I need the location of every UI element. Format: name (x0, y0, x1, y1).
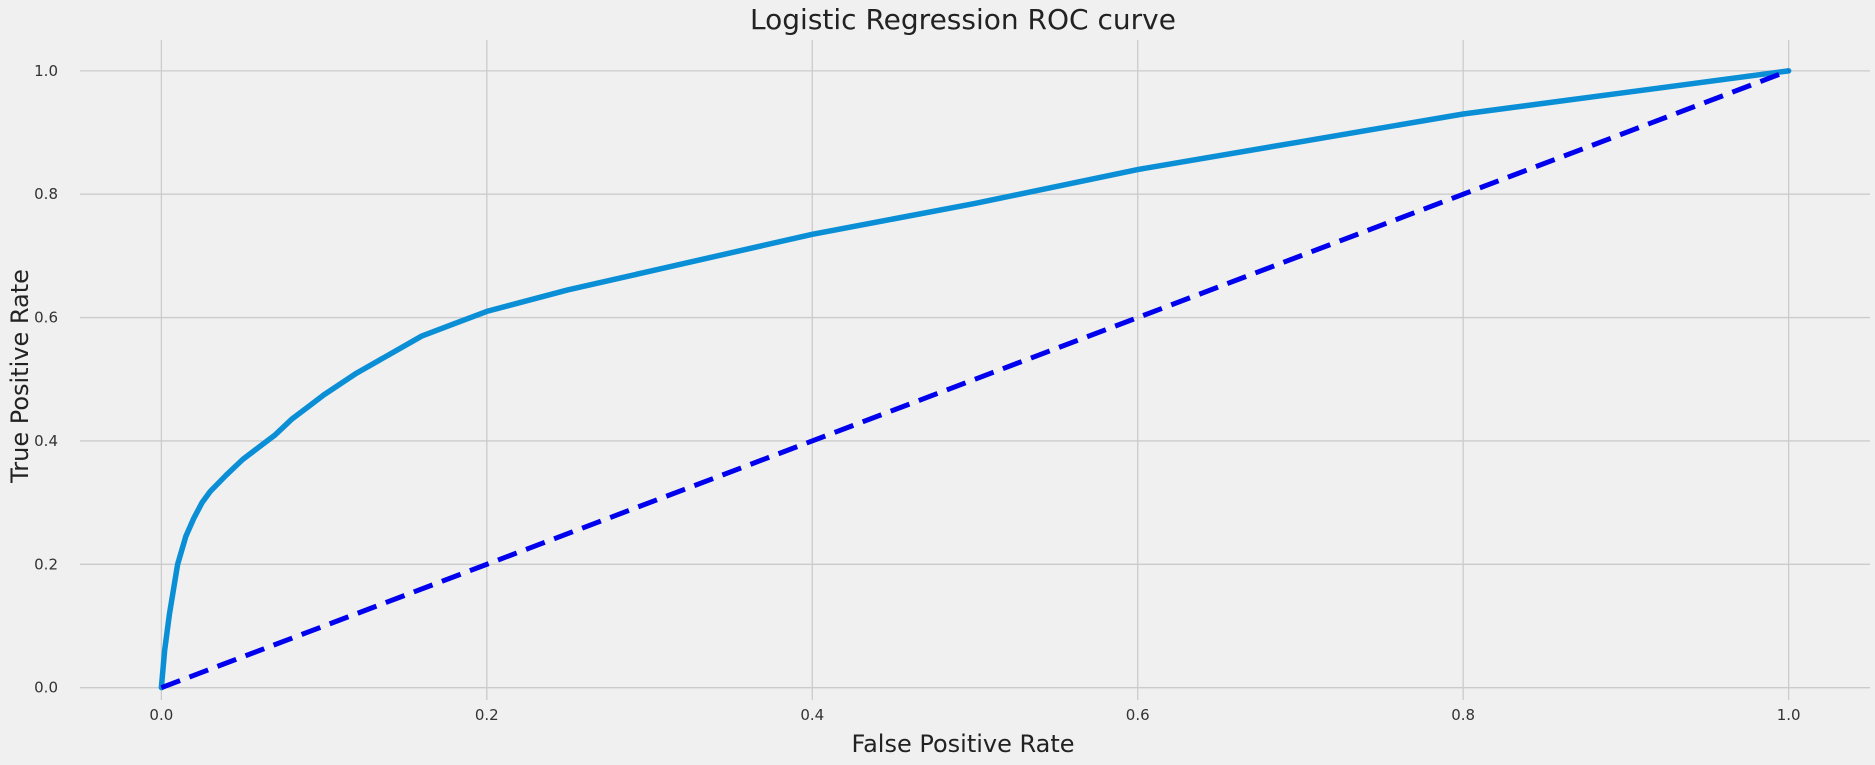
roc-curve-line (158, 68, 1792, 691)
series-layer (158, 68, 1792, 691)
x-tick-label: 1.0 (1777, 706, 1801, 724)
x-tick-label: 0.6 (1126, 706, 1150, 724)
x-tick-label: 0.8 (1451, 706, 1475, 724)
x-tick-label: 0.0 (149, 706, 173, 724)
y-tick-label: 0.4 (34, 432, 58, 450)
y-tick-label: 0.6 (34, 309, 58, 327)
tick-labels: 0.0 0.2 0.4 0.6 0.8 1.0 0.0 0.2 0.4 0.6 0.8 1.0 (34, 62, 1800, 724)
x-axis-label: False Positive Rate (851, 730, 1074, 758)
x-tick-label: 0.4 (800, 706, 824, 724)
y-tick-label: 0.8 (34, 185, 58, 203)
x-tick-label: 0.2 (475, 706, 499, 724)
chart-title: Logistic Regression ROC curve (750, 3, 1176, 36)
y-tick-label: 1.0 (34, 62, 58, 80)
y-axis-label: True Positive Rate (6, 269, 34, 484)
grid (80, 40, 1870, 700)
baseline-diagonal-line (160, 68, 1790, 690)
y-tick-label: 0.2 (34, 555, 58, 573)
y-tick-label: 0.0 (34, 679, 58, 697)
